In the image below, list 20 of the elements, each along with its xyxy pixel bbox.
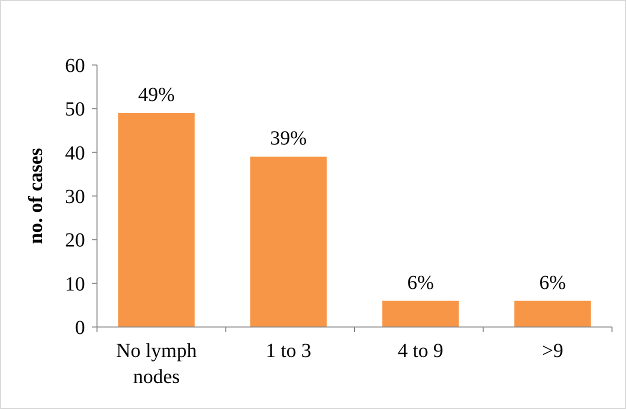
y-axis-title: no. of cases — [25, 148, 47, 244]
x-tick-label: No lymph nodes — [116, 340, 197, 388]
bar — [382, 300, 459, 327]
y-tick-label: 50 — [65, 98, 85, 121]
data-label: 39% — [270, 128, 307, 150]
bar — [250, 156, 327, 327]
data-label: 6% — [407, 272, 434, 294]
y-tick-label: 60 — [65, 55, 85, 77]
x-tick-label: 4 to 9 — [398, 340, 444, 362]
y-tick-label: 30 — [65, 186, 85, 208]
data-label: 6% — [539, 272, 566, 294]
data-label: 49% — [138, 84, 175, 106]
y-tick-label: 40 — [65, 142, 85, 164]
y-tick-label: 0 — [75, 317, 85, 339]
y-tick-label: 10 — [65, 273, 85, 296]
bar — [514, 300, 591, 327]
x-tick-label: >9 — [542, 340, 564, 362]
bar — [118, 113, 195, 327]
x-tick-label: 1 to 3 — [266, 340, 312, 362]
y-tick-label: 20 — [65, 230, 85, 252]
